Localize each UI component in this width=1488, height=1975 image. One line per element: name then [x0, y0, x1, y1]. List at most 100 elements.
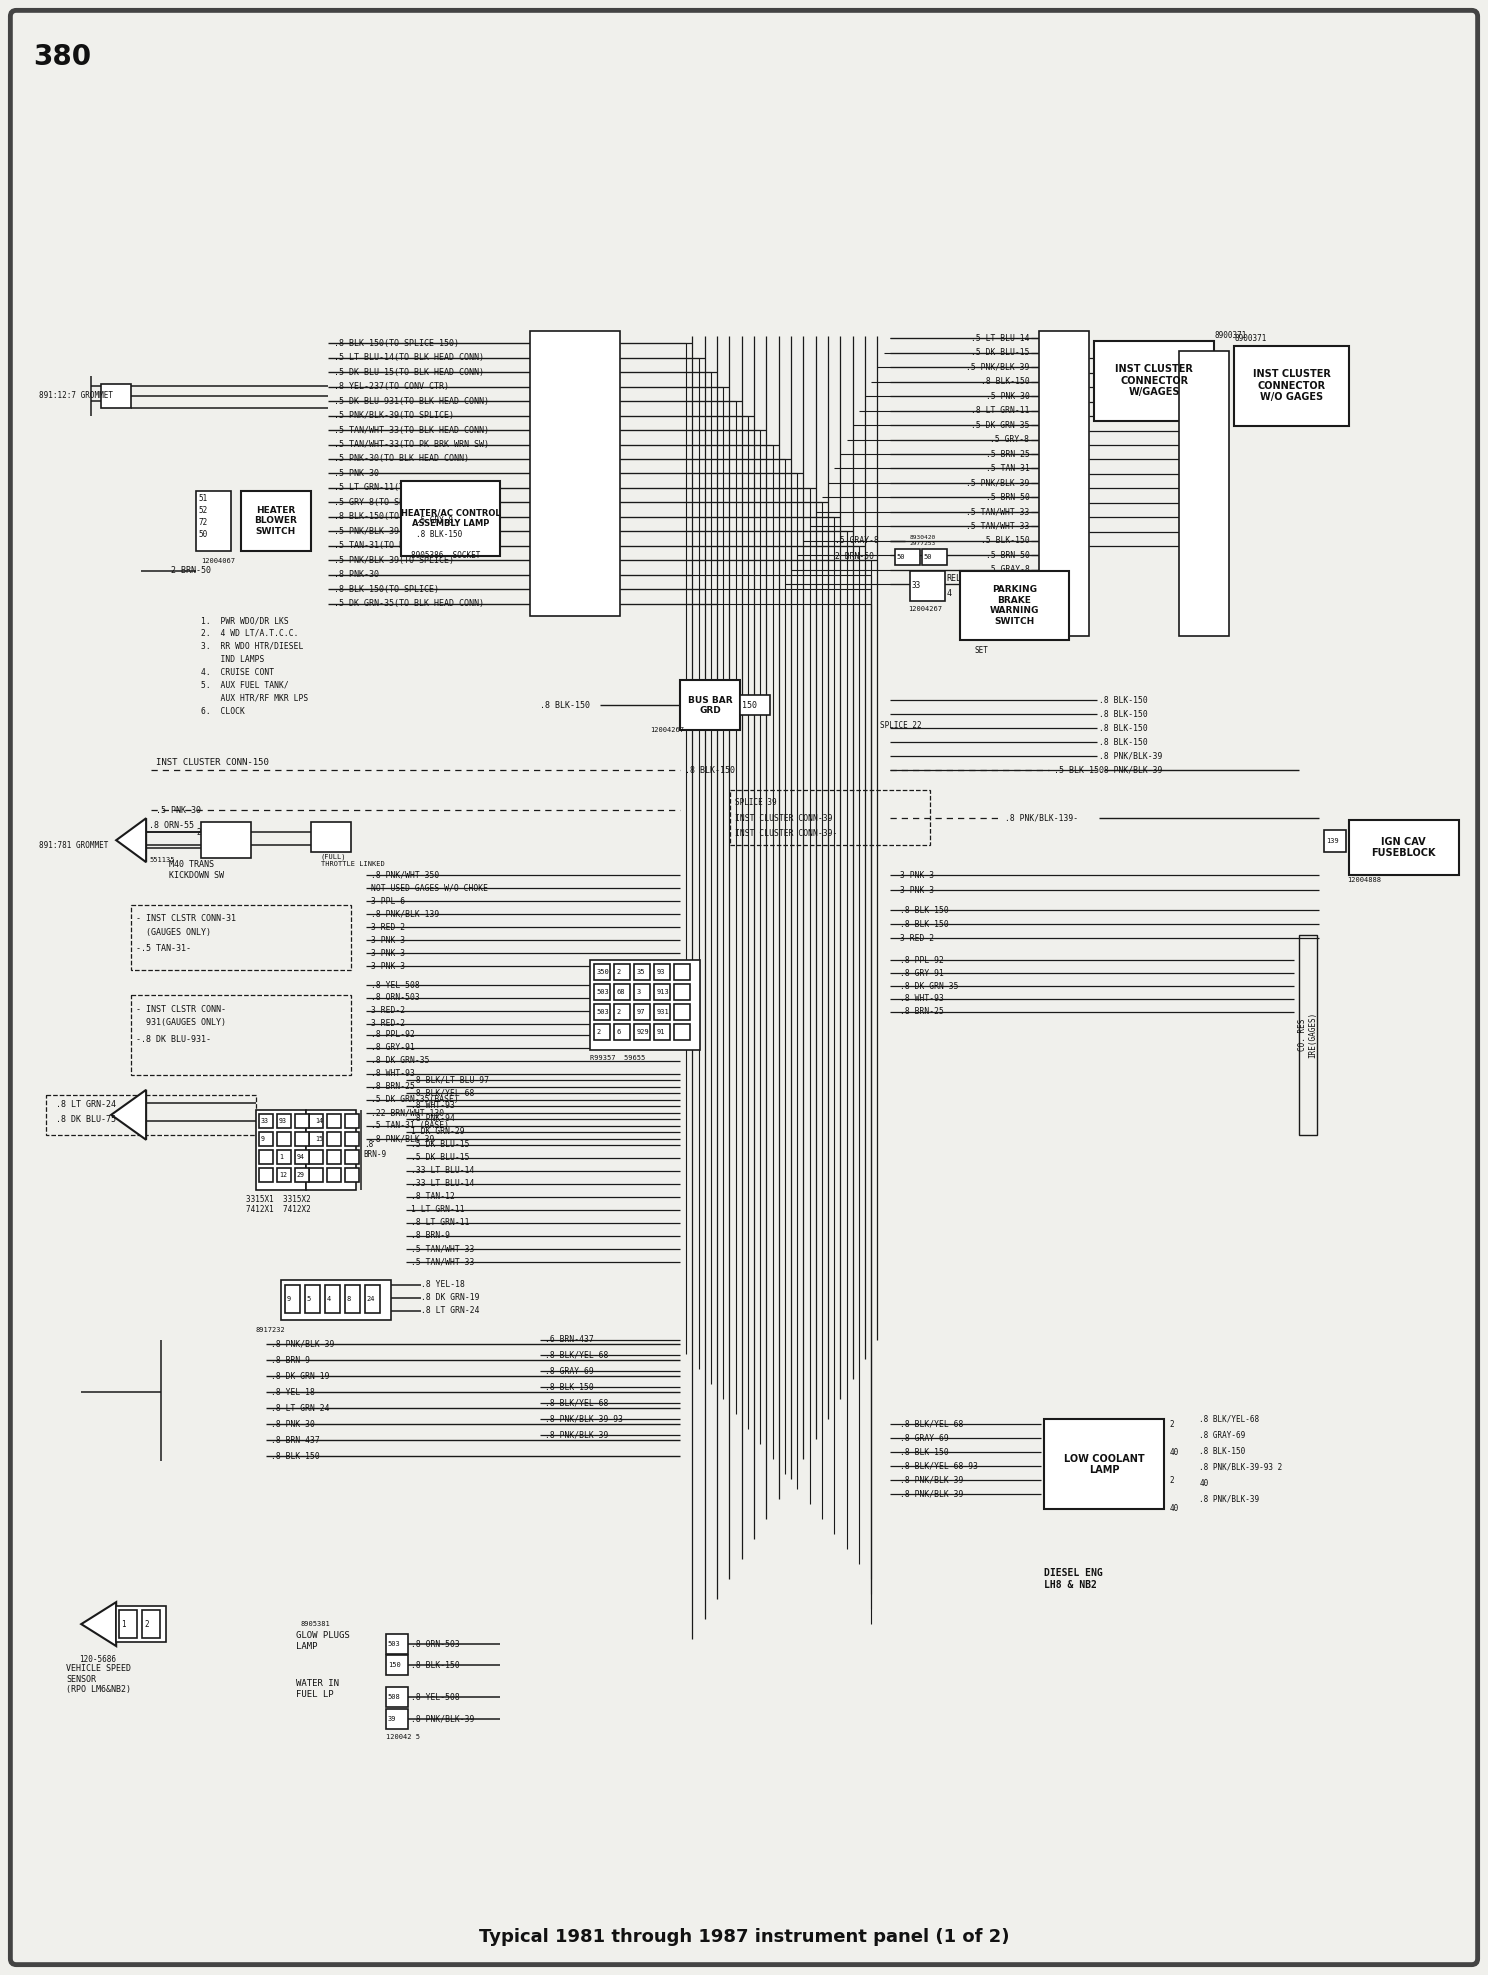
- Text: 12004267: 12004267: [650, 727, 684, 733]
- Bar: [615, 1003, 631, 1019]
- Bar: [921, 549, 946, 565]
- Text: 551135: 551135: [149, 857, 174, 863]
- Text: .8 BLK-150(TO SPLICE): .8 BLK-150(TO SPLICE): [333, 585, 439, 594]
- Text: 33: 33: [260, 1118, 269, 1124]
- Text: 3 PNK-3: 3 PNK-3: [900, 885, 934, 895]
- Text: 6: 6: [616, 1029, 620, 1035]
- Text: .8 PNK/BLK-39: .8 PNK/BLK-39: [1199, 1495, 1259, 1503]
- Text: INST CLUSTER CONN-150: INST CLUSTER CONN-150: [156, 758, 269, 766]
- Text: 3 PNK-3: 3 PNK-3: [371, 936, 405, 944]
- Bar: [1234, 346, 1348, 427]
- Text: 14: 14: [315, 1118, 323, 1124]
- Text: 3315X1  3315X2: 3315X1 3315X2: [246, 1195, 311, 1205]
- Text: .8 ORN-503: .8 ORN-503: [371, 993, 420, 1003]
- Bar: [295, 1167, 310, 1181]
- FancyBboxPatch shape: [10, 10, 1478, 1965]
- Bar: [655, 1023, 670, 1041]
- Text: 24: 24: [366, 1296, 375, 1302]
- Text: - INST CLSTR CONN-31: - INST CLSTR CONN-31: [135, 914, 237, 922]
- Bar: [1094, 342, 1214, 421]
- Text: GLOW PLUGS
LAMP: GLOW PLUGS LAMP: [296, 1631, 350, 1651]
- Text: .8 PNK/BLK-39-93 2: .8 PNK/BLK-39-93 2: [1199, 1463, 1283, 1471]
- Text: .5 BLK-150: .5 BLK-150: [981, 537, 1030, 545]
- Text: .8 PNK/BLK-39: .8 PNK/BLK-39: [546, 1430, 609, 1440]
- Bar: [345, 1167, 359, 1181]
- Text: 3: 3: [637, 989, 640, 995]
- Bar: [655, 1003, 670, 1019]
- Text: 503: 503: [597, 989, 609, 995]
- Text: INST CLUSTER
CONNECTOR
W/O GAGES: INST CLUSTER CONNECTOR W/O GAGES: [1253, 369, 1330, 403]
- Text: 891:781 GROMMET: 891:781 GROMMET: [39, 841, 109, 849]
- Text: .8 BRN-9: .8 BRN-9: [411, 1230, 449, 1240]
- Bar: [345, 1284, 360, 1313]
- Text: 3 PNK-3: 3 PNK-3: [900, 871, 934, 879]
- Bar: [131, 905, 351, 970]
- Bar: [674, 1003, 690, 1019]
- Text: 120-5686: 120-5686: [79, 1655, 116, 1663]
- Text: (GAUGES ONLY): (GAUGES ONLY): [135, 928, 211, 936]
- Text: 97: 97: [637, 1009, 644, 1015]
- Text: .8 PNK/BLK-139-: .8 PNK/BLK-139-: [1004, 814, 1077, 824]
- Text: 2977647: 2977647: [196, 828, 228, 837]
- Bar: [281, 1280, 391, 1319]
- Text: .8 BLK-150: .8 BLK-150: [981, 377, 1030, 385]
- Bar: [277, 1114, 290, 1128]
- Text: .8 LT GRN-24: .8 LT GRN-24: [421, 1305, 479, 1315]
- Text: HEATER
BLOWER
SWITCH: HEATER BLOWER SWITCH: [254, 506, 298, 535]
- Bar: [295, 1114, 310, 1128]
- Text: .8 PNK/BLK-39: .8 PNK/BLK-39: [900, 1475, 963, 1485]
- Text: 139: 139: [1326, 837, 1339, 843]
- Text: 3 RED-2: 3 RED-2: [371, 1007, 405, 1015]
- Text: .8 BLK/YEL-68: .8 BLK/YEL-68: [411, 1088, 475, 1098]
- Text: .8 PNK/BLK-139: .8 PNK/BLK-139: [371, 910, 439, 918]
- Text: .5 GRY-8(TO SPLICE): .5 GRY-8(TO SPLICE): [333, 498, 429, 508]
- Text: .5 GRAY-8: .5 GRAY-8: [835, 535, 879, 545]
- Text: .5 TAN/WHT-33: .5 TAN/WHT-33: [411, 1258, 475, 1266]
- Bar: [327, 1132, 341, 1146]
- Text: .8 PNK/WHT-350: .8 PNK/WHT-350: [371, 871, 439, 879]
- Bar: [259, 1167, 272, 1181]
- Bar: [259, 1149, 272, 1163]
- Bar: [284, 1284, 299, 1313]
- Text: .8 PNK-94: .8 PNK-94: [411, 1114, 454, 1124]
- Text: .8 PPL-92: .8 PPL-92: [900, 956, 943, 964]
- Text: .5 DK BLU-15: .5 DK BLU-15: [411, 1140, 469, 1149]
- Text: .8 BLK-150: .8 BLK-150: [411, 1661, 460, 1669]
- Bar: [634, 1003, 650, 1019]
- Text: .5 PNK-30: .5 PNK-30: [985, 391, 1030, 401]
- Text: 50: 50: [198, 529, 207, 539]
- Text: .8 ORN-503: .8 ORN-503: [411, 1639, 460, 1649]
- Text: AUX HTR/RF MKR LPS: AUX HTR/RF MKR LPS: [201, 693, 308, 703]
- Text: .8 BLK-150: .8 BLK-150: [900, 907, 948, 914]
- Bar: [327, 1149, 341, 1163]
- Text: SPLICE 22: SPLICE 22: [879, 721, 921, 731]
- Text: NOT USED GAGES W/O CHOKE: NOT USED GAGES W/O CHOKE: [371, 883, 488, 893]
- Text: .5 DK GRN-35(TO BLK HEAD CONN): .5 DK GRN-35(TO BLK HEAD CONN): [333, 598, 484, 608]
- Bar: [674, 984, 690, 999]
- Text: .8 PNK/BLK-39: .8 PNK/BLK-39: [1100, 752, 1162, 760]
- Text: .8 BLK/YEL-68-93: .8 BLK/YEL-68-93: [900, 1462, 978, 1471]
- Bar: [615, 984, 631, 999]
- Text: 3 RED-2: 3 RED-2: [900, 934, 934, 942]
- Bar: [241, 490, 311, 551]
- Text: .5 BLK-150: .5 BLK-150: [1055, 766, 1104, 774]
- Text: .8 BRN-9: .8 BRN-9: [271, 1357, 310, 1365]
- Text: 52: 52: [198, 506, 207, 515]
- Text: 7412X1  7412X2: 7412X1 7412X2: [246, 1205, 311, 1215]
- Text: .8 BLK-150: .8 BLK-150: [546, 1382, 594, 1392]
- Bar: [615, 1023, 631, 1041]
- Text: 33: 33: [912, 581, 921, 591]
- Bar: [655, 964, 670, 980]
- Text: 40: 40: [1170, 1448, 1178, 1458]
- Bar: [143, 1610, 161, 1637]
- Polygon shape: [116, 818, 146, 863]
- Text: 39: 39: [388, 1716, 396, 1722]
- Text: .8 BLK-150(TO SPLICE): .8 BLK-150(TO SPLICE): [333, 512, 439, 521]
- Bar: [594, 1003, 610, 1019]
- Bar: [116, 1606, 167, 1641]
- Text: 4.  CRUISE CONT: 4. CRUISE CONT: [201, 668, 274, 677]
- Bar: [615, 964, 631, 980]
- Bar: [277, 1149, 290, 1163]
- Bar: [731, 790, 930, 845]
- Text: 50: 50: [924, 553, 931, 559]
